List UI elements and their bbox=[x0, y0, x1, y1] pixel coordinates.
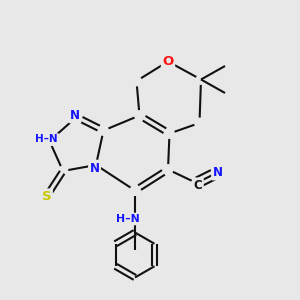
Text: C: C bbox=[194, 179, 202, 192]
Text: H–N: H–N bbox=[35, 134, 58, 145]
Text: H–N: H–N bbox=[116, 214, 140, 224]
Text: N: N bbox=[89, 161, 100, 175]
Text: O: O bbox=[162, 55, 174, 68]
Text: S: S bbox=[42, 190, 51, 203]
Text: N: N bbox=[212, 166, 223, 179]
Text: N: N bbox=[70, 109, 80, 122]
